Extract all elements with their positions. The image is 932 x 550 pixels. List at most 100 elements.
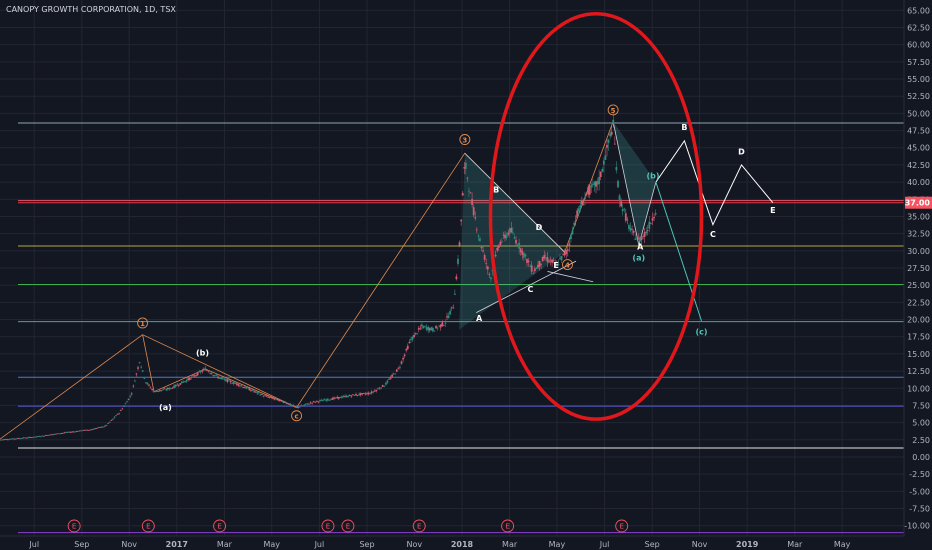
candle-body — [389, 377, 392, 379]
candle-body — [315, 400, 318, 402]
candle-body — [596, 181, 599, 185]
y-tick-label: 45.00 — [907, 144, 930, 153]
candle-body — [226, 379, 229, 382]
y-tick-label: 57.50 — [907, 58, 930, 67]
candle-body — [552, 260, 555, 262]
candle-body — [537, 264, 539, 268]
wave-label: (a) — [632, 253, 645, 262]
candle-body — [416, 333, 419, 335]
x-tick-label: May — [549, 540, 566, 549]
candle-body — [367, 392, 370, 395]
candle-body — [424, 325, 426, 327]
wave-label: B — [493, 185, 499, 194]
candle-body — [96, 427, 99, 429]
candle-body — [474, 217, 477, 219]
candle-body — [133, 380, 136, 382]
wave-label: A — [476, 314, 483, 323]
last-price-tag — [905, 196, 932, 209]
candle-body — [28, 437, 31, 438]
earnings-label: E — [346, 523, 350, 531]
candle-body — [166, 388, 169, 390]
candle-body — [21, 438, 23, 439]
candle-body — [300, 405, 303, 407]
candle-body — [602, 160, 605, 165]
candle-body — [410, 339, 412, 341]
candle-body — [333, 397, 335, 399]
candle-body — [215, 374, 218, 376]
candle-body — [99, 426, 102, 428]
y-axis[interactable]: -10.00 -7.50 -5.00 -2.50 0.00 2.50 5.00 7.50 10.… — [903, 0, 932, 550]
candle-body — [538, 260, 541, 267]
candle-body — [356, 395, 359, 396]
wave-label: C — [710, 230, 716, 239]
candle-body — [419, 327, 422, 329]
candle-body — [248, 388, 251, 391]
candle-body — [565, 250, 568, 255]
wave-label: D — [738, 148, 745, 157]
candle-body — [168, 387, 171, 390]
candle-body — [104, 425, 106, 427]
y-tick-label: -5.00 — [909, 487, 930, 496]
candle-body — [452, 307, 455, 309]
candle-body — [5, 439, 8, 440]
candle-body — [10, 438, 12, 440]
candle-body — [358, 393, 361, 395]
candle-body — [303, 404, 306, 406]
candle-body — [431, 328, 434, 332]
candle-body — [486, 266, 489, 270]
candle-body — [573, 223, 575, 225]
wave-label: (b) — [647, 172, 660, 181]
candle-body — [297, 407, 299, 408]
candle-body — [439, 324, 442, 328]
candle-body — [403, 354, 406, 357]
candle-body — [458, 242, 461, 246]
candle-body — [306, 403, 309, 405]
earnings-circle — [67, 519, 81, 533]
candle-body — [330, 399, 332, 401]
candle-body — [577, 208, 580, 211]
candle-body — [118, 413, 121, 414]
candle-body — [566, 249, 569, 251]
earnings-label: E — [217, 523, 221, 531]
candle-body — [433, 330, 436, 332]
candle-body — [53, 433, 56, 435]
candle-body — [14, 438, 17, 440]
candle-body — [204, 368, 207, 371]
candle-body — [601, 169, 604, 172]
candle-body — [546, 257, 549, 262]
y-tick-label: 55.00 — [907, 75, 930, 84]
candle-body — [430, 327, 433, 331]
wave-label-text: 3 — [462, 136, 467, 144]
candle-body — [314, 401, 317, 403]
candle-body — [369, 393, 372, 395]
candle-body — [101, 426, 103, 428]
candle-body — [576, 210, 579, 219]
candle-body — [160, 390, 163, 391]
candle-body — [511, 232, 514, 234]
candle-body — [312, 401, 315, 403]
earnings-circle — [341, 519, 355, 533]
x-tick-label: 2018 — [451, 540, 474, 549]
candle-body — [130, 393, 133, 395]
candle-body — [71, 431, 74, 433]
candle-body — [392, 373, 395, 375]
candle-body — [568, 243, 571, 247]
candle-body — [472, 207, 475, 216]
candle-body — [355, 394, 357, 396]
candle-body — [264, 395, 266, 397]
candle-body — [259, 394, 262, 396]
candle-body — [2, 439, 5, 441]
candle-body — [293, 406, 296, 408]
circled-wave-label: 3 — [459, 134, 471, 145]
candle-body — [391, 374, 394, 377]
candle-body — [177, 385, 180, 387]
candle-body — [137, 367, 139, 369]
candle-body — [32, 437, 34, 439]
candle-body — [58, 433, 61, 435]
earnings-marker: E — [213, 519, 227, 533]
x-axis[interactable]: Jul Sep Nov 2017 Mar May Jul Sep Nov 2018 Mar May Ju… — [0, 535, 932, 550]
candle-body — [408, 342, 411, 344]
candle-body — [624, 213, 627, 221]
